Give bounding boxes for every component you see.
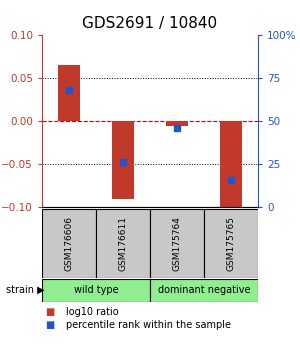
Bar [150, 209, 204, 278]
Text: GSM175764: GSM175764 [172, 216, 182, 271]
Bar [42, 209, 96, 278]
Text: GSM176611: GSM176611 [118, 216, 127, 271]
Text: GSM176606: GSM176606 [64, 216, 74, 271]
Bar [112, 121, 134, 199]
Text: ■: ■ [45, 307, 54, 317]
Text: log10 ratio: log10 ratio [66, 307, 118, 317]
Text: dominant negative: dominant negative [158, 285, 250, 295]
Bar [42, 279, 150, 302]
Text: ■: ■ [45, 320, 54, 330]
Bar [204, 209, 258, 278]
Text: percentile rank within the sample: percentile rank within the sample [66, 320, 231, 330]
Bar [58, 65, 80, 121]
Text: strain ▶: strain ▶ [6, 285, 45, 295]
Bar [150, 279, 258, 302]
Bar [220, 121, 242, 207]
Bar [96, 209, 150, 278]
Text: wild type: wild type [74, 285, 118, 295]
Bar [166, 121, 188, 126]
Text: GSM175765: GSM175765 [226, 216, 236, 271]
Text: GDS2691 / 10840: GDS2691 / 10840 [82, 16, 218, 31]
